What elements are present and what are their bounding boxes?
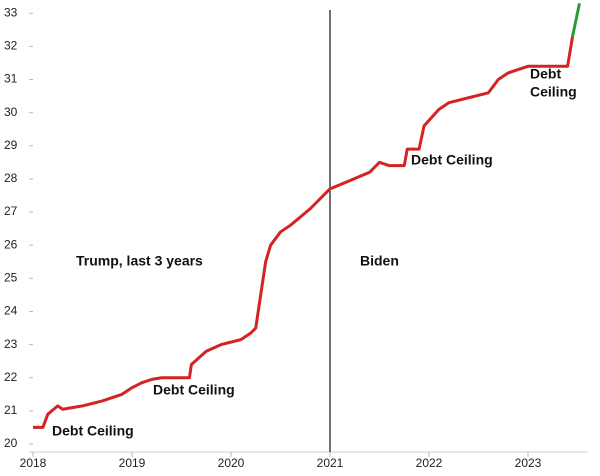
y-tick-label: 27	[4, 204, 18, 218]
y-tick-label: 21	[4, 403, 18, 417]
y-tick-label: 28	[4, 171, 18, 185]
y-tick-label: 24	[4, 304, 18, 318]
x-tick-label: 2019	[119, 456, 146, 470]
x-tick-label: 2020	[218, 456, 245, 470]
y-tick-label: 31	[4, 72, 18, 86]
x-tick-label: 2023	[515, 456, 542, 470]
y-tick-label: 26	[4, 237, 18, 251]
debt-line	[571, 3, 581, 37]
y-tick-label: 33	[4, 5, 18, 19]
y-tick-label: 30	[4, 105, 18, 119]
y-tick-label: 23	[4, 337, 18, 351]
y-tick-label: 22	[4, 370, 18, 384]
x-tick-label: 2021	[317, 456, 344, 470]
annotation: Trump, last 3 years	[76, 253, 203, 269]
annotation: Debt Ceiling	[153, 382, 235, 398]
x-tick-label: 2018	[20, 456, 47, 470]
y-tick-label: 32	[4, 39, 18, 53]
y-tick-label: 25	[4, 271, 18, 285]
y-tick-label: 20	[4, 436, 18, 450]
annotation: Debt Ceiling	[52, 423, 134, 439]
y-tick-label: 29	[4, 138, 18, 152]
annotation: Ceiling	[530, 84, 577, 100]
annotation: Biden	[360, 253, 399, 269]
x-tick-label: 2022	[416, 456, 443, 470]
debt-line	[33, 36, 575, 429]
annotation: Debt Ceiling	[411, 152, 493, 168]
annotation: Debt	[530, 66, 561, 82]
